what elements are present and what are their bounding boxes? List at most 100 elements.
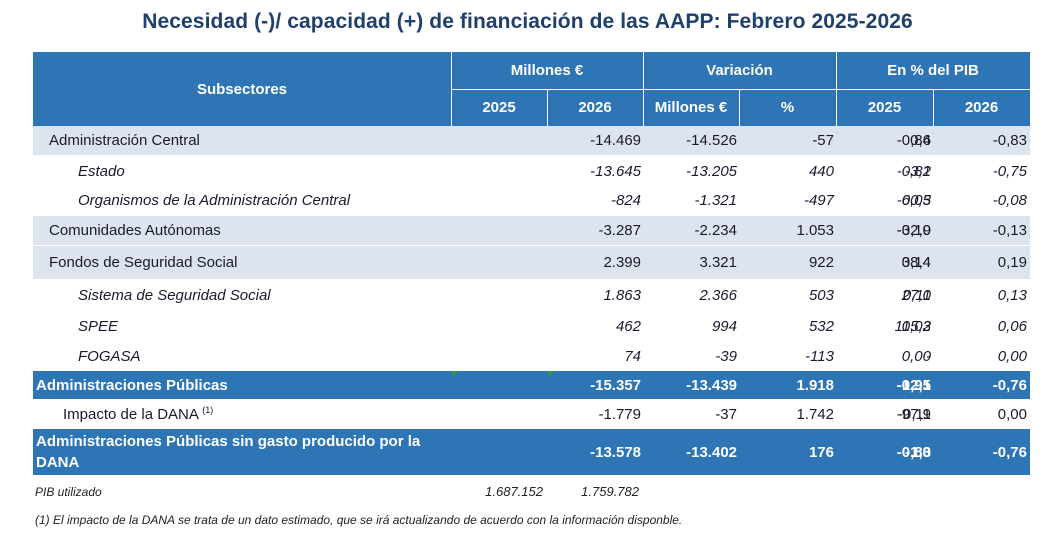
- cell-var-millones: 503: [808, 286, 834, 304]
- row-label: Estado: [78, 162, 125, 180]
- cell-var-millones: 176: [808, 443, 834, 461]
- table-row: Sistema de Seguridad Social 1.863 2.366 …: [33, 279, 1030, 311]
- cell-pib-2025: 0,00: [901, 348, 931, 365]
- cell-pib-2026: -0,83: [992, 132, 1027, 149]
- cell-var-pct: -1,3: [905, 443, 931, 461]
- cell-pib-2025: -0,86: [896, 132, 931, 149]
- page-title: Necesidad (-)/ capacidad (+) de financia…: [142, 10, 913, 33]
- cell-pib-2025: -0,81: [896, 162, 931, 180]
- cell-2025: -14.469: [590, 132, 641, 149]
- cell-pib-2025: -0,05: [896, 192, 931, 209]
- cell-var-millones: -57: [812, 132, 834, 149]
- cell-var-millones: 532: [808, 318, 834, 335]
- table-header: Subsectores Millones € Variación En % de…: [33, 52, 1030, 126]
- cell-var-pct: 115,2: [894, 318, 931, 335]
- cell-2026: 2.366: [699, 286, 737, 304]
- cell-pib-2026: -0,08: [992, 192, 1027, 209]
- cell-pib-2026: -0,13: [992, 222, 1027, 239]
- cell-var-pct: -32,0: [896, 222, 931, 239]
- cell-2025: -15.357: [590, 376, 641, 394]
- cell-var-pct: 38,4: [901, 254, 931, 271]
- cell-var-millones: -497: [803, 192, 834, 209]
- cell-pib-2026: 0,00: [997, 348, 1027, 365]
- cell-var-pct: -12,5: [896, 376, 931, 394]
- cell-pib-2025: -0,11: [897, 405, 931, 423]
- table-row: Estado -13.645 -13.205 440 -3,2 -0,81 -0…: [33, 156, 1030, 186]
- row-label: FOGASA: [78, 348, 141, 365]
- row-label: Impacto de la DANA (1): [63, 405, 214, 423]
- header-2025: 2025: [482, 99, 516, 116]
- pib-label: PIB utilizado: [35, 485, 102, 499]
- cell-pib-2025: -0,91: [896, 376, 931, 394]
- cell-pib-2025: 0,14: [901, 254, 931, 271]
- cell-2026: 994: [711, 318, 737, 335]
- cell-2025: 462: [615, 318, 641, 335]
- cell-2026: -37: [715, 405, 737, 423]
- cell-pib-2025: -0,80: [896, 443, 931, 461]
- cell-2026: -13.205: [686, 162, 737, 180]
- total-row: Administraciones Públicas -15.357 -13.43…: [33, 371, 1030, 399]
- cell-var-pct: -3,2: [905, 162, 931, 180]
- header-2026: 2026: [578, 99, 612, 116]
- cell-2025: 74: [624, 348, 641, 365]
- header-var-pct: %: [780, 99, 795, 116]
- table-row: Fondos de Seguridad Social 2.399 3.321 9…: [33, 246, 1030, 279]
- cell-2025: -3.287: [598, 222, 641, 239]
- header-variacion: Variación: [706, 62, 773, 79]
- cell-pib-2026: 0,00: [997, 405, 1027, 423]
- row-label: Organismos de la Administración Central: [78, 192, 351, 209]
- cell-var-pct: -: [926, 348, 931, 365]
- header-subsectores: Subsectores: [196, 80, 288, 98]
- cell-pib-2026: 0,06: [997, 318, 1027, 335]
- row-label: Administraciones Públicas sin gasto prod…: [36, 433, 421, 471]
- cell-var-millones: 1.742: [796, 405, 834, 423]
- table-row: FOGASA 74 -39 -113 - 0,00 0,00: [33, 342, 1030, 371]
- cell-2026: -1.321: [694, 192, 737, 209]
- row-label: Fondos de Seguridad Social: [49, 254, 238, 271]
- cell-pib-2026: 0,13: [997, 286, 1027, 304]
- pib-2026: 1.759.782: [581, 484, 639, 499]
- cell-2025: -824: [610, 192, 641, 209]
- row-label: SPEE: [78, 318, 119, 335]
- cell-pib-2026: -0,76: [992, 376, 1027, 394]
- cell-2025: 2.399: [603, 254, 641, 271]
- header-millones: Millones €: [510, 62, 584, 79]
- cell-pib-2026: -0,75: [992, 162, 1027, 180]
- cell-var-millones: 1.053: [796, 222, 834, 239]
- cell-2025: 1.863: [603, 286, 641, 304]
- cell-2025: -1.779: [598, 405, 641, 423]
- table-row: SPEE 462 994 532 115,2 0,03 0,06: [33, 311, 1030, 342]
- pib-2025: 1.687.152: [485, 484, 543, 499]
- cell-pib-2026: -0,76: [992, 443, 1027, 461]
- financing-table: Subsectores Millones € Variación En % de…: [33, 52, 1030, 475]
- table-row: Organismos de la Administración Central …: [33, 186, 1030, 216]
- cell-var-millones: 922: [808, 254, 834, 271]
- cell-var-millones: 1.918: [796, 376, 834, 394]
- cell-var-pct: -97,9: [896, 405, 931, 423]
- cell-pib-2025: 0,03: [901, 318, 931, 335]
- cell-var-pct: 0,4: [910, 132, 931, 149]
- row-label: Comunidades Autónomas: [49, 222, 221, 239]
- cell-2025: -13.578: [590, 443, 641, 461]
- cell-pib-2025: -0,19: [896, 222, 931, 239]
- cell-pib-2026: 0,19: [997, 254, 1027, 271]
- cell-2026: -13.439: [686, 376, 737, 394]
- header-pib-2026: 2026: [964, 99, 999, 116]
- table-row: Impacto de la DANA (1) -1.779 -37 1.742 …: [33, 399, 1030, 429]
- header-pib: En % del PIB: [887, 62, 979, 79]
- cell-2026: -2.234: [694, 222, 737, 239]
- cell-var-pct: 60,3: [901, 192, 931, 209]
- table-row: Comunidades Autónomas -3.287 -2.234 1.05…: [33, 216, 1030, 246]
- cell-var-pct: 27,0: [901, 286, 931, 304]
- row-label: Administraciones Públicas: [36, 376, 228, 394]
- row-label: Administración Central: [49, 132, 200, 149]
- row-label: Sistema de Seguridad Social: [78, 286, 271, 304]
- footnote: (1) El impacto de la DANA se trata de un…: [35, 513, 683, 527]
- cell-2026: -13.402: [686, 443, 737, 461]
- cell-var-millones: 440: [808, 162, 834, 180]
- total-row: Administraciones Públicas sin gasto prod…: [33, 429, 1030, 475]
- cell-2026: -14.526: [686, 132, 737, 149]
- cell-2026: -39: [715, 348, 737, 365]
- cell-2025: -13.645: [590, 162, 641, 180]
- cell-pib-2025: 0,11: [902, 286, 931, 304]
